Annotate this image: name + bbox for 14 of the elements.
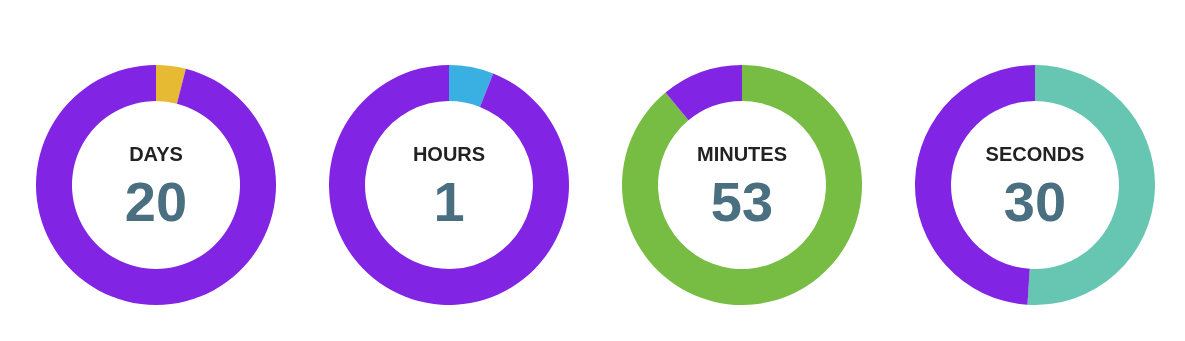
donut-slice: [665, 65, 742, 121]
text: MINUTES: [697, 143, 787, 165]
text: 20: [124, 170, 188, 233]
text: DAYS: [129, 143, 183, 165]
text: HOURS: [412, 143, 486, 165]
donut-slice: [36, 65, 276, 305]
text: SECONDS: [985, 143, 1085, 165]
text: 1: [433, 170, 465, 233]
donut-slice: [449, 65, 494, 107]
text: 53: [710, 170, 774, 233]
text: 30: [1003, 170, 1067, 233]
donut-slice: [156, 65, 186, 104]
donut-slice: [622, 65, 862, 305]
donut-slice: [329, 65, 569, 305]
